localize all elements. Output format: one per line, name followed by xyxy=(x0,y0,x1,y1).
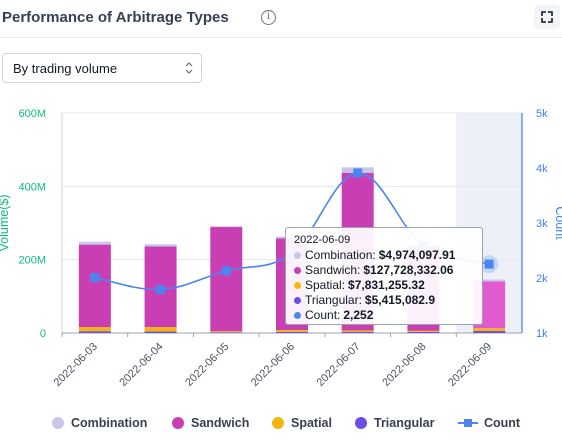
tooltip-label: Combination: xyxy=(305,248,376,262)
bar-combination xyxy=(144,244,177,247)
y-axis-title: Volume($) xyxy=(0,195,11,252)
legend-item-combination[interactable]: Combination xyxy=(52,416,147,430)
tooltip-row: Combination: $4,974,097.91 xyxy=(294,248,482,263)
bar-triangular xyxy=(78,331,111,333)
count-point xyxy=(156,285,166,295)
tooltip-dot xyxy=(294,297,301,304)
bar-spatial xyxy=(78,327,111,332)
tooltip-label: Sandwich: xyxy=(305,263,361,277)
bar-triangular xyxy=(407,331,440,333)
bar-sandwich xyxy=(78,244,111,328)
y2-tick-label: 4k xyxy=(536,163,548,175)
bar-spatial xyxy=(341,330,374,332)
bar-sandwich xyxy=(210,227,243,332)
x-tick-label: 2022-06-07 xyxy=(315,341,363,389)
tooltip-row: Sandwich: $127,728,332.06 xyxy=(294,263,482,278)
tooltip-value: $127,728,332.06 xyxy=(363,263,454,277)
count-point xyxy=(221,266,231,276)
legend-label: Sandwich xyxy=(191,416,250,430)
y2-tick-label: 1k xyxy=(536,328,548,340)
tooltip-dot xyxy=(294,312,301,319)
x-tick-label: 2022-06-03 xyxy=(52,341,100,389)
x-tick-label: 2022-06-06 xyxy=(249,341,297,389)
y-tick-label: 0 xyxy=(40,328,46,340)
x-tick-label: 2022-06-04 xyxy=(117,341,165,389)
tooltip-dot xyxy=(294,267,301,274)
count-point xyxy=(484,259,494,269)
bar-spatial xyxy=(144,327,177,332)
legend-label: Spatial xyxy=(291,416,332,430)
chart-tooltip: 2022-06-09 Combination: $4,974,097.91 Sand… xyxy=(285,227,483,325)
x-tick-label: 2022-06-09 xyxy=(446,341,494,389)
bar-combination xyxy=(473,279,506,282)
tooltip-row: Count: 2,252 xyxy=(294,308,482,323)
count-point xyxy=(90,272,100,282)
legend-item-count[interactable]: Count xyxy=(458,416,520,430)
y2-tick-label: 5k xyxy=(536,108,548,120)
legend-dot-icon xyxy=(355,417,367,429)
legend-dot-icon xyxy=(172,417,184,429)
metric-select-value: By trading volume xyxy=(13,61,118,76)
chart-header: Performance of Arbitrage Types i xyxy=(0,0,562,38)
x-tick-label: 2022-06-08 xyxy=(380,341,428,389)
tooltip-value: 2,252 xyxy=(343,308,374,322)
y-tick-label: 200M xyxy=(18,255,46,267)
y2-tick-label: 2k xyxy=(536,273,548,285)
bar-triangular xyxy=(144,331,177,333)
bar-spatial xyxy=(210,331,243,333)
bar-triangular xyxy=(473,331,506,333)
bar-triangular xyxy=(341,331,374,333)
legend-item-triangular[interactable]: Triangular xyxy=(355,416,434,430)
y-tick-label: 600M xyxy=(18,108,46,120)
bar-combination xyxy=(210,226,243,228)
page-title: Performance of Arbitrage Types xyxy=(2,9,229,26)
bar-spatial xyxy=(473,328,506,332)
bar-spatial xyxy=(276,330,308,332)
count-point xyxy=(353,168,363,178)
tooltip-value: $7,831,255.32 xyxy=(348,278,425,292)
y-tick-label: 400M xyxy=(18,181,46,193)
expand-icon xyxy=(541,11,553,23)
chevron-updown-icon xyxy=(185,62,193,74)
legend-label: Triangular xyxy=(374,416,435,430)
bar-spatial xyxy=(407,330,440,332)
tooltip-value: $4,974,097.91 xyxy=(378,248,456,262)
legend-item-spatial[interactable]: Spatial xyxy=(272,416,332,430)
chart-legend: Combination Sandwich Spatial Triangular Coun… xyxy=(0,416,562,436)
fullscreen-button[interactable] xyxy=(534,5,560,29)
metric-select[interactable]: By trading volume xyxy=(2,53,202,83)
tooltip-dot xyxy=(294,252,301,259)
tooltip-label: Count: xyxy=(305,308,341,322)
bar-triangular xyxy=(276,331,308,333)
bar-triangular xyxy=(210,332,243,333)
legend-label: Combination xyxy=(71,416,148,430)
y2-axis-title: Count xyxy=(553,206,562,240)
legend-line-marker-icon xyxy=(458,417,478,429)
tooltip-label: Triangular: xyxy=(305,293,362,307)
legend-dot-icon xyxy=(52,417,64,429)
info-icon[interactable]: i xyxy=(261,10,276,25)
tooltip-label: Spatial: xyxy=(305,278,346,292)
legend-item-sandwich[interactable]: Sandwich xyxy=(172,416,249,430)
tooltip-row: Triangular: $5,415,082.9 xyxy=(294,293,482,308)
tooltip-date: 2022-06-09 xyxy=(294,234,351,246)
tooltip-value: $5,415,082.9 xyxy=(364,293,435,307)
y2-tick-label: 3k xyxy=(536,218,548,230)
legend-dot-icon xyxy=(272,417,284,429)
tooltip-dot xyxy=(294,282,301,289)
bar-combination xyxy=(78,241,111,245)
legend-label: Count xyxy=(484,416,521,430)
tooltip-row: Spatial: $7,831,255.32 xyxy=(294,278,482,293)
x-tick-label: 2022-06-05 xyxy=(183,341,231,389)
